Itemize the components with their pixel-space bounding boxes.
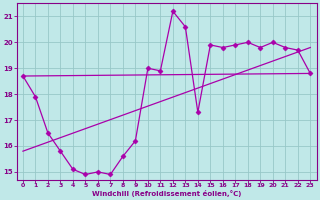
- X-axis label: Windchill (Refroidissement éolien,°C): Windchill (Refroidissement éolien,°C): [92, 190, 241, 197]
